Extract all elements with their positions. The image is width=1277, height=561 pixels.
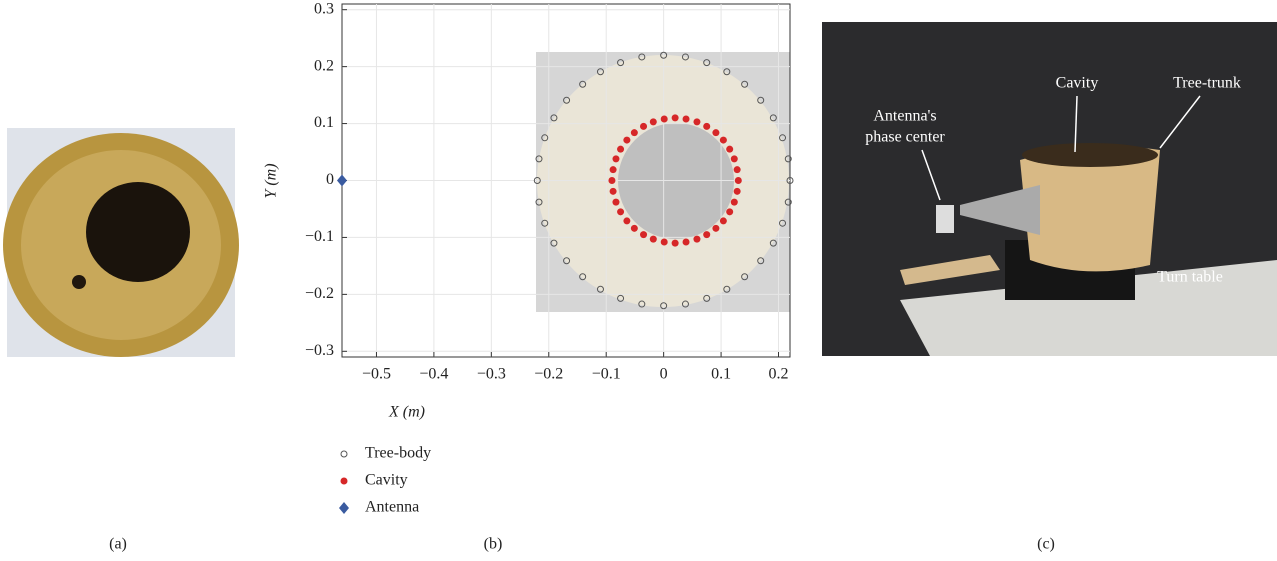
x-tick-label: −0.3 [477,366,506,383]
y-tick-label: 0.2 [314,57,334,74]
figure: X (m) Y (m) Antenna's phase center Cavit… [0,0,1277,561]
point [703,231,710,238]
point [693,236,700,243]
y-tick-label: 0.3 [314,0,334,17]
x-tick-label: −0.5 [362,366,391,383]
point [631,129,638,136]
point [661,116,668,123]
x-tick-label: −0.4 [419,366,448,383]
point [720,217,727,224]
x-tick-label: 0.1 [711,366,731,383]
point [617,208,624,215]
point [612,199,619,206]
point [703,123,710,130]
legend-label: Antenna [365,499,419,516]
x-tick-label: 0.2 [769,366,789,383]
point [631,225,638,232]
point [672,114,679,121]
point [612,155,619,162]
x-axis-label: X (m) [388,404,425,421]
legend-label: Tree-body [365,445,431,462]
point [731,199,738,206]
panel-label: (a) [109,536,127,553]
photo-b [536,52,790,312]
x-tick-label: 0 [660,366,668,383]
panel-label: (b) [484,536,503,553]
legend-marker [341,451,347,457]
point [735,177,742,184]
point [734,188,741,195]
point [683,238,690,245]
point [617,146,624,153]
photo-a [3,128,239,357]
point [608,177,615,184]
point [640,123,647,130]
point [640,231,647,238]
photo-label: Turn table [1157,269,1223,286]
photo-label: Tree-trunk [1173,75,1241,92]
y-tick-label: −0.3 [305,342,334,359]
point [683,116,690,123]
page: X (m) Y (m) Antenna's phase center Cavit… [0,0,1277,561]
photo-c: Antenna's phase center Cavity Tree-trunk… [822,22,1277,356]
point [734,166,741,173]
point [693,118,700,125]
point [650,236,657,243]
x-tick-label: −0.2 [534,366,563,383]
point [712,225,719,232]
legend-marker [339,502,349,514]
y-axis-label: Y (m) [263,163,280,198]
panel-label: (c) [1037,536,1055,553]
point [712,129,719,136]
point [661,238,668,245]
y-tick-label: −0.1 [305,228,334,245]
photo-label: Cavity [1056,75,1099,92]
point [726,146,733,153]
photo-label: Antenna's [873,108,936,125]
legend-marker [341,478,348,485]
point [726,208,733,215]
point [672,240,679,247]
point [720,137,727,144]
legend-label: Cavity [365,472,408,489]
point [337,175,347,187]
point [731,155,738,162]
y-tick-label: 0.1 [314,114,334,131]
y-tick-label: −0.2 [305,285,334,302]
point [610,188,617,195]
x-tick-label: −0.1 [592,366,621,383]
y-tick-label: 0 [326,171,334,188]
point [650,118,657,125]
point [623,137,630,144]
point [610,166,617,173]
point [623,217,630,224]
photo-label: phase center [865,129,945,146]
